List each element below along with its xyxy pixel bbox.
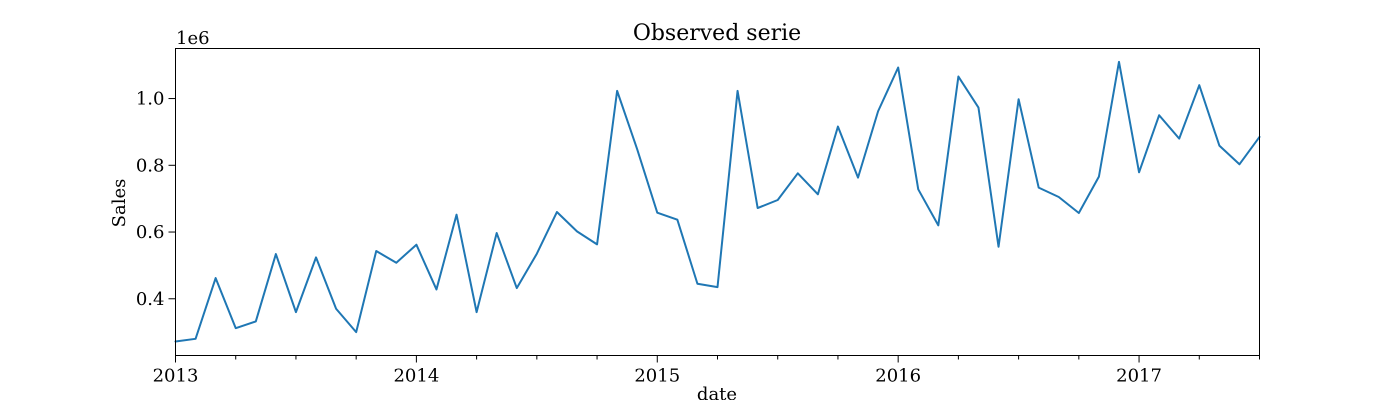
chart-title: Observed serie [633,21,801,46]
x-tick-label: 2016 [875,366,921,387]
plot-frame [175,48,1260,356]
x-tick-label: 2015 [634,366,680,387]
y-tick-label: 0.4 [136,289,165,310]
series-group [174,60,1261,343]
y-axis-label: Sales [109,179,130,228]
series-line-0 [174,60,1261,343]
y-tick-label: 0.6 [136,222,165,243]
x-axis-label: date [697,384,737,400]
x-tick-label: 2013 [153,366,199,387]
x-axis-ticks: 2013 2014 2015 2016 2017 [153,355,1260,387]
y-axis-ticks: 0.4 0.6 0.8 1.0 [136,89,176,310]
y-tick-label: 0.8 [136,155,165,176]
y-tick-label: 1.0 [136,89,165,110]
x-tick-label: 2014 [393,366,439,387]
y-axis-offset-label: 1e6 [176,28,210,49]
x-tick-label: 2017 [1116,366,1162,387]
